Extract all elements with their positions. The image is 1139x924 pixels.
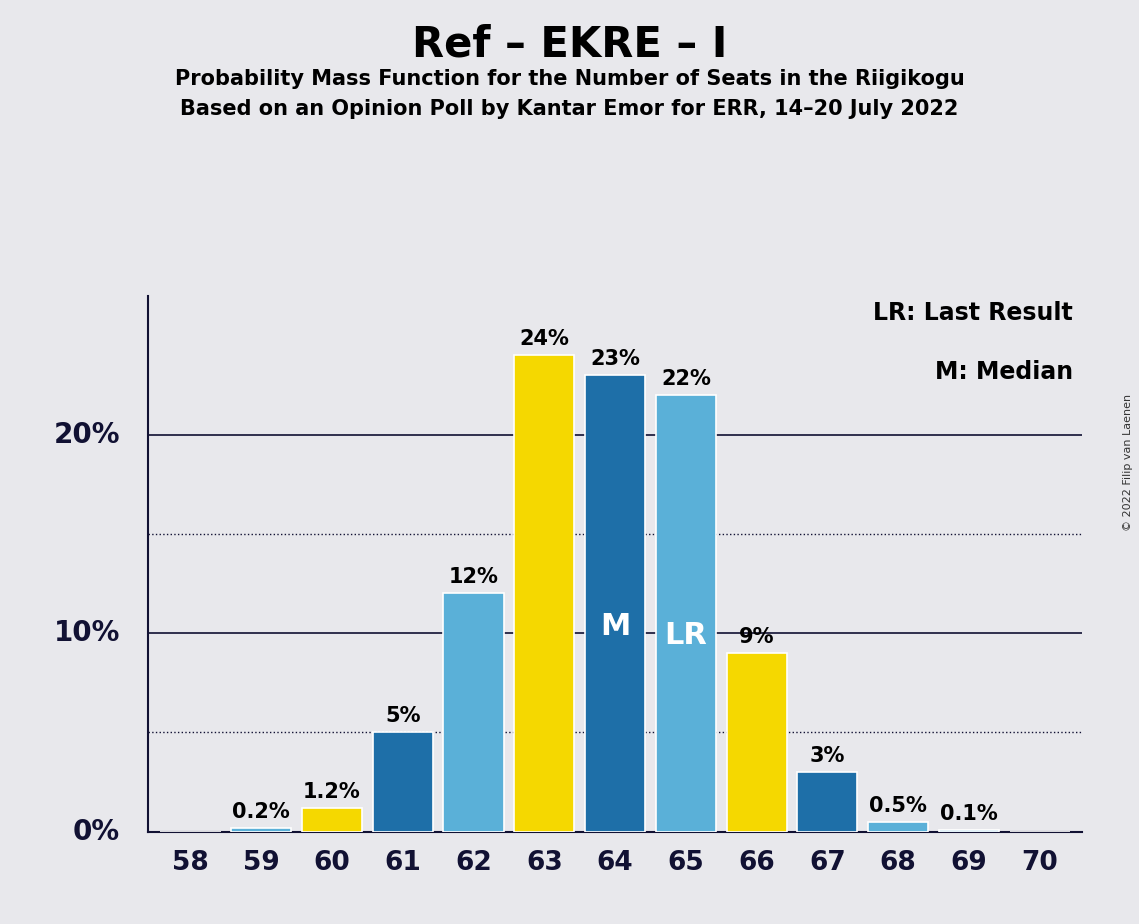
Bar [514, 355, 574, 832]
Text: LR: Last Result: LR: Last Result [872, 301, 1073, 325]
Text: 10%: 10% [54, 619, 120, 647]
Text: Based on an Opinion Poll by Kantar Emor for ERR, 14–20 July 2022: Based on an Opinion Poll by Kantar Emor … [180, 99, 959, 119]
Text: 20%: 20% [54, 420, 120, 449]
Bar [868, 821, 928, 832]
Text: 0%: 0% [73, 818, 120, 845]
Text: © 2022 Filip van Laenen: © 2022 Filip van Laenen [1123, 394, 1133, 530]
Text: 23%: 23% [590, 349, 640, 369]
Text: 9%: 9% [739, 627, 775, 647]
Bar [727, 653, 787, 832]
Bar [443, 593, 503, 832]
Text: Probability Mass Function for the Number of Seats in the Riigikogu: Probability Mass Function for the Number… [174, 69, 965, 90]
Bar [797, 772, 858, 832]
Bar [302, 808, 362, 832]
Text: 12%: 12% [449, 567, 499, 588]
Bar [231, 828, 292, 832]
Text: 1.2%: 1.2% [303, 782, 361, 802]
Text: 22%: 22% [661, 369, 711, 389]
Bar [585, 375, 645, 832]
Text: M: M [600, 612, 630, 640]
Bar [372, 733, 433, 832]
Text: LR: LR [664, 621, 707, 650]
Text: 0.1%: 0.1% [940, 804, 998, 823]
Bar [656, 395, 716, 832]
Text: 0.5%: 0.5% [869, 796, 927, 816]
Text: Ref – EKRE – I: Ref – EKRE – I [412, 23, 727, 65]
Text: M: Median: M: Median [935, 360, 1073, 384]
Text: 3%: 3% [810, 746, 845, 766]
Text: 5%: 5% [385, 707, 420, 726]
Bar [939, 830, 999, 832]
Text: 0.2%: 0.2% [232, 802, 290, 821]
Text: 24%: 24% [519, 329, 570, 349]
